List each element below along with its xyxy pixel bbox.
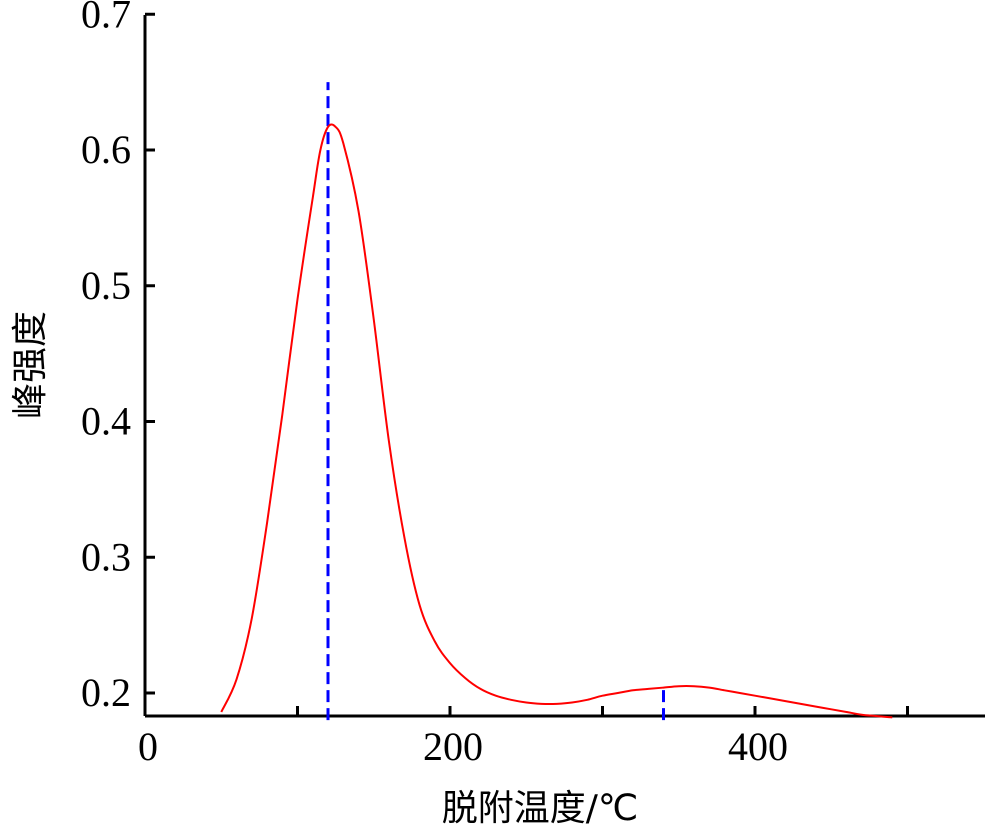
- y-tick-label: 0.5: [81, 263, 131, 308]
- y-tick-label: 0.7: [81, 0, 131, 36]
- series-line: [220, 123, 893, 719]
- peak-markers: [326, 82, 665, 721]
- y-tick-label: 0.2: [81, 670, 131, 715]
- axes: [143, 15, 985, 718]
- y-tick-label: 0.6: [81, 127, 131, 172]
- ticks: 0.2 0.3 0.4 0.5 0.6 0.7 0 200 400: [81, 0, 909, 769]
- x-tick-label: 200: [423, 724, 483, 769]
- x-axis-title: 脱附温度/℃: [442, 788, 639, 829]
- series-group: [220, 123, 893, 719]
- x-tick-label: 400: [728, 724, 788, 769]
- y-tick-label: 0.3: [81, 534, 131, 579]
- y-axis-title: 峰强度: [10, 311, 51, 419]
- x-tick-label: 0: [138, 724, 158, 769]
- y-tick-label: 0.4: [81, 399, 131, 444]
